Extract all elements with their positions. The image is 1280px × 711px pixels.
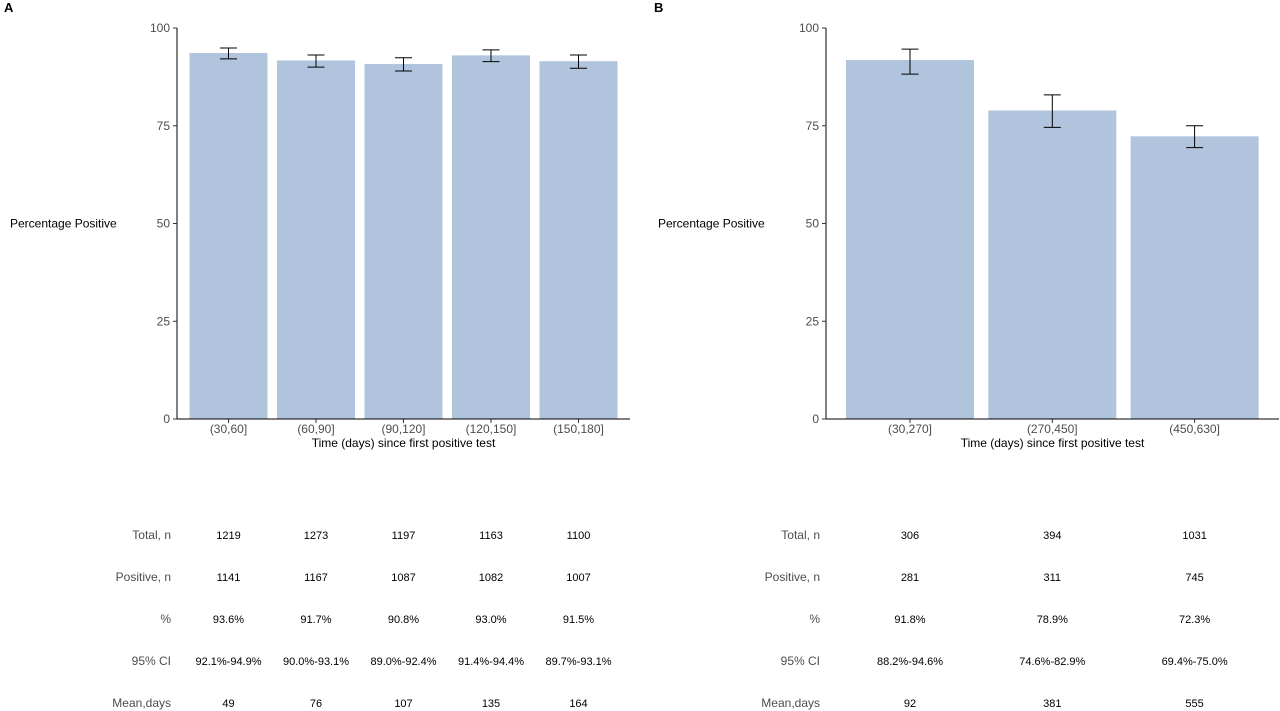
panel-a-table-cell: 91.4%-94.4% (458, 656, 524, 668)
panel-a-table-cell: 92.1%-94.9% (195, 656, 261, 668)
panel-a-y-tick-label: 25 (157, 314, 171, 328)
panel-b-table-cell: 1031 (1182, 530, 1206, 542)
panel-b-table-cell: 72.3% (1179, 614, 1210, 626)
panel-a-label: A (4, 0, 14, 15)
panel-a-x-tick-label: (150,180] (553, 422, 604, 436)
panel-b-table-row-label: Mean,days (761, 696, 820, 710)
panel-a-table-cell: 93.6% (213, 614, 244, 626)
panel-b-x-tick-label: (270,450] (1027, 422, 1078, 436)
panel-b-table-cell: 78.9% (1037, 614, 1068, 626)
panel-b-table-cell: 555 (1185, 698, 1203, 710)
panel-b-table-row-label: 95% CI (781, 654, 820, 668)
panel-b-y-tick-label: 25 (806, 314, 820, 328)
panel-a-table-cell: 1167 (304, 572, 328, 584)
panel-b-table-cell: 745 (1185, 572, 1203, 584)
panel-a-table-cell: 93.0% (475, 614, 506, 626)
panel-b-x-axis-title: Time (days) since first positive test (961, 436, 1145, 450)
panel-a-table-cell: 164 (569, 698, 587, 710)
panel-b-table-row-label: % (809, 612, 820, 626)
panel-a-x-tick-label: (30,60] (210, 422, 247, 436)
panel-a-table-row-label: 95% CI (132, 654, 171, 668)
panel-a-table-row-label: % (160, 612, 171, 626)
panel-a-bar (452, 55, 530, 420)
panel-b-table-cell: 69.4%-75.0% (1162, 656, 1228, 668)
panel-b-table-row-label: Total, n (781, 528, 820, 542)
panel-a-table-cell: 49 (222, 698, 234, 710)
panel-a-y-tick-label: 50 (157, 217, 171, 231)
panel-a-table-cell: 91.7% (300, 614, 331, 626)
panel-a-table-cell: 1087 (391, 572, 415, 584)
panel-a-table-cell: 1163 (479, 530, 503, 542)
panel-b-table-cell: 88.2%-94.6% (877, 656, 943, 668)
panel-a-y-tick-label: 100 (150, 21, 170, 35)
panel-a-x-axis-title: Time (days) since first positive test (312, 436, 496, 450)
panel-a-table-cell: 1082 (479, 572, 503, 584)
panel-b-x-tick-label: (30,270] (888, 422, 932, 436)
panel-a-bar (189, 53, 268, 420)
panel-b-bar (1130, 136, 1259, 419)
panel-b-x-tick-label: (450,630] (1169, 422, 1220, 436)
panel-a-table-cell: 107 (394, 698, 412, 710)
panel-a-table-cell: 90.0%-93.1% (283, 656, 349, 668)
panel-a-y-axis-title: Percentage Positive (10, 217, 117, 231)
panel-a-y-tick-label: 75 (157, 119, 171, 133)
panel-b-bar (846, 60, 974, 419)
panel-a-x-tick-label: (120,150] (466, 422, 517, 436)
panel-a-table-row-label: Total, n (132, 528, 171, 542)
panel-b-table-cell: 311 (1044, 572, 1062, 584)
panel-b-table-row-label: Positive, n (765, 570, 820, 584)
panel-b-label: B (654, 0, 663, 15)
panel-b-y-axis-title: Percentage Positive (658, 217, 765, 231)
panel-a-table-cell: 1100 (567, 530, 591, 542)
panel-a-y-tick-label: 0 (163, 412, 170, 426)
panel-a-table-cell: 89.7%-93.1% (545, 656, 611, 668)
panel-a-table-row-label: Mean,days (112, 696, 171, 710)
panel-a-table-cell: 135 (482, 698, 500, 710)
panel-b-table-cell: 91.8% (894, 614, 925, 626)
panel-b-y-tick-label: 75 (806, 119, 820, 133)
panel-a-bar (539, 61, 618, 420)
panel-b-table-cell: 281 (901, 572, 919, 584)
panel-a-table-cell: 1197 (392, 530, 416, 542)
panel-b-y-tick-label: 0 (812, 412, 819, 426)
panel-b-y-tick-label: 100 (799, 21, 819, 35)
panel-b-table-cell: 394 (1043, 530, 1061, 542)
panel-b-table-cell: 74.6%-82.9% (1019, 656, 1085, 668)
panel-b-y-tick-label: 50 (806, 217, 820, 231)
panel-a-x-tick-label: (90,120] (381, 422, 425, 436)
panel-b-table-cell: 381 (1043, 698, 1061, 710)
panel-a-table-cell: 90.8% (388, 614, 419, 626)
panel-a-x-tick-label: (60,90] (297, 422, 334, 436)
panel-a-table-row-label: Positive, n (116, 570, 171, 584)
panel-b-table-cell: 306 (901, 530, 919, 542)
panel-a-bar (364, 63, 443, 420)
panel-a-bar (277, 60, 355, 419)
panel-a-table-cell: 76 (310, 698, 322, 710)
panel-b-bar (988, 110, 1117, 419)
panel-a-table-cell: 1273 (304, 530, 328, 542)
panel-a-table-cell: 1141 (217, 572, 241, 584)
panel-b-table-cell: 92 (904, 698, 916, 710)
panel-a-table-cell: 1007 (566, 572, 590, 584)
panel-a-table-cell: 89.0%-92.4% (370, 656, 436, 668)
panel-a-table-cell: 91.5% (563, 614, 594, 626)
panel-a-table-cell: 1219 (216, 530, 240, 542)
